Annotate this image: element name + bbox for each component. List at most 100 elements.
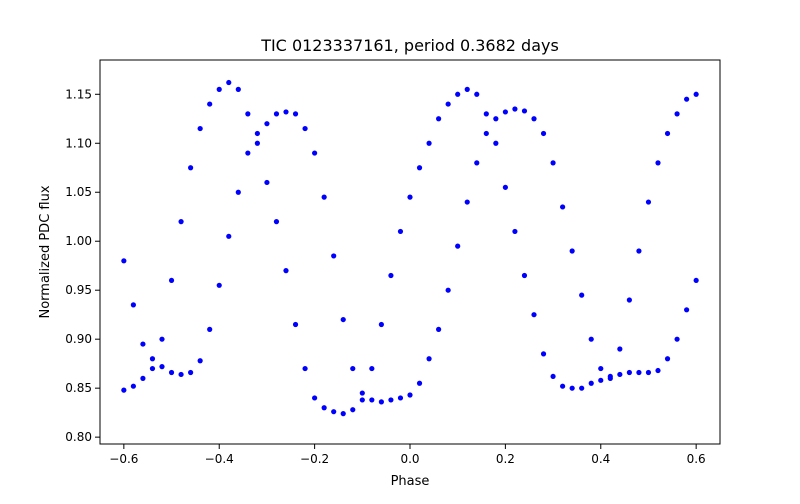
data-point bbox=[216, 86, 222, 92]
data-point bbox=[378, 321, 384, 328]
data-point bbox=[684, 96, 690, 102]
data-point bbox=[645, 369, 652, 376]
x-tick-label: −0.4 bbox=[205, 452, 234, 466]
data-point bbox=[340, 316, 346, 323]
data-point bbox=[283, 109, 289, 115]
data-point bbox=[331, 253, 337, 259]
data-point bbox=[464, 199, 470, 205]
data-point bbox=[273, 111, 280, 117]
data-point bbox=[502, 109, 508, 115]
data-point bbox=[655, 367, 661, 374]
chart-title: TIC 0123337161, period 0.3682 days bbox=[260, 36, 559, 55]
data-point bbox=[664, 130, 671, 137]
data-point bbox=[140, 341, 146, 347]
data-point bbox=[540, 351, 547, 357]
data-point bbox=[226, 79, 232, 86]
y-tick-label: 1.10 bbox=[65, 136, 92, 150]
data-point bbox=[416, 165, 423, 171]
data-point bbox=[617, 346, 623, 352]
data-point bbox=[207, 326, 213, 332]
data-point bbox=[369, 365, 375, 372]
data-point bbox=[350, 407, 356, 413]
data-point bbox=[598, 377, 604, 383]
data-point bbox=[436, 326, 442, 332]
data-point bbox=[693, 277, 699, 284]
data-point bbox=[302, 125, 308, 132]
data-point bbox=[550, 373, 556, 380]
data-point bbox=[188, 165, 194, 171]
y-tick-label: 0.80 bbox=[65, 430, 92, 444]
data-point bbox=[426, 140, 432, 146]
data-point bbox=[159, 336, 165, 342]
data-point bbox=[455, 243, 461, 249]
data-point bbox=[416, 380, 423, 386]
y-tick-label: 0.90 bbox=[65, 332, 92, 346]
data-point bbox=[159, 364, 165, 370]
data-point bbox=[579, 385, 585, 391]
data-point bbox=[502, 184, 508, 190]
data-point bbox=[455, 91, 461, 97]
data-point bbox=[397, 228, 404, 235]
y-tick-label: 0.85 bbox=[65, 381, 92, 395]
data-point bbox=[674, 111, 680, 117]
data-point bbox=[178, 371, 184, 378]
data-point bbox=[684, 307, 690, 313]
data-point bbox=[493, 140, 499, 146]
x-tick-label: 0.0 bbox=[400, 452, 419, 466]
y-tick-label: 0.95 bbox=[65, 283, 92, 297]
data-point bbox=[245, 150, 251, 156]
data-point bbox=[645, 199, 652, 205]
data-point bbox=[569, 248, 575, 254]
data-point bbox=[264, 121, 270, 127]
data-point bbox=[359, 390, 365, 396]
data-point bbox=[483, 130, 489, 137]
y-axis-ticks: 0.80 0.85 0.90 0.95 1.00 1.05 1.10 1.15 bbox=[65, 87, 100, 444]
data-point bbox=[130, 302, 136, 308]
x-tick-label: −0.6 bbox=[109, 452, 138, 466]
data-point bbox=[273, 219, 280, 225]
data-point bbox=[254, 140, 260, 146]
data-point bbox=[588, 336, 594, 342]
data-point bbox=[426, 356, 432, 362]
data-point bbox=[521, 272, 528, 279]
y-tick-label: 1.05 bbox=[65, 185, 92, 199]
data-point bbox=[140, 375, 146, 381]
data-point bbox=[531, 312, 537, 318]
plot-frame bbox=[99, 59, 721, 445]
data-point bbox=[121, 387, 127, 393]
data-point bbox=[550, 160, 556, 166]
data-point bbox=[693, 91, 699, 97]
data-point bbox=[188, 369, 194, 376]
plot-area bbox=[100, 60, 720, 444]
x-tick-label: 0.6 bbox=[687, 452, 706, 466]
data-point bbox=[607, 373, 613, 380]
data-point bbox=[149, 365, 156, 372]
data-point bbox=[474, 160, 480, 166]
data-point bbox=[388, 272, 394, 279]
data-point bbox=[321, 405, 327, 411]
data-point bbox=[512, 228, 518, 235]
data-point bbox=[493, 116, 499, 122]
data-point bbox=[149, 356, 156, 362]
data-point bbox=[474, 91, 480, 97]
data-point bbox=[531, 116, 537, 122]
data-point bbox=[235, 86, 241, 92]
data-point bbox=[397, 395, 404, 401]
data-point bbox=[512, 106, 518, 112]
data-point bbox=[359, 397, 365, 403]
data-point bbox=[226, 233, 232, 239]
data-point bbox=[636, 369, 642, 376]
data-point bbox=[321, 194, 327, 200]
data-point bbox=[292, 111, 299, 117]
data-point bbox=[560, 204, 566, 210]
data-point bbox=[588, 380, 594, 386]
data-point bbox=[292, 321, 299, 328]
x-axis-label: Phase bbox=[391, 474, 430, 489]
data-point bbox=[655, 160, 661, 166]
data-point bbox=[560, 383, 566, 389]
x-tick-label: 0.2 bbox=[496, 452, 515, 466]
x-tick-label: 0.4 bbox=[591, 452, 610, 466]
data-point bbox=[626, 297, 632, 303]
